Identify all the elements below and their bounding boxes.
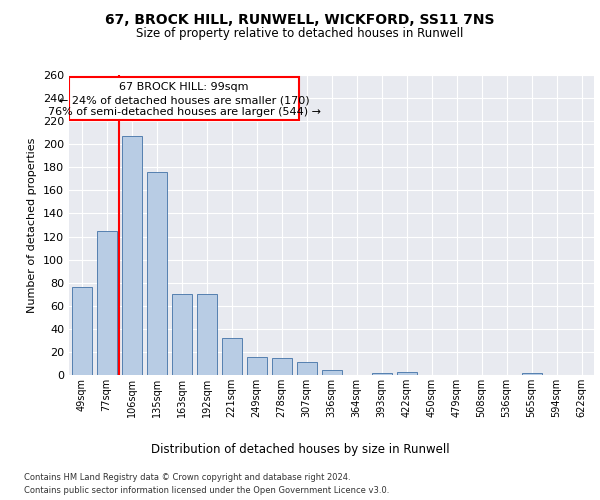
Bar [197, 294, 217, 375]
Bar [521, 372, 542, 375]
Bar [271, 358, 292, 375]
Bar [121, 136, 142, 375]
Bar [247, 356, 266, 375]
Text: ← 24% of detached houses are smaller (170): ← 24% of detached houses are smaller (17… [59, 96, 310, 106]
Text: Contains HM Land Registry data © Crown copyright and database right 2024.: Contains HM Land Registry data © Crown c… [24, 472, 350, 482]
Bar [97, 231, 116, 375]
Bar [172, 294, 191, 375]
Bar [221, 338, 241, 375]
FancyBboxPatch shape [69, 78, 299, 120]
Text: 67, BROCK HILL, RUNWELL, WICKFORD, SS11 7NS: 67, BROCK HILL, RUNWELL, WICKFORD, SS11 … [105, 12, 495, 26]
Bar [296, 362, 317, 375]
Text: Contains public sector information licensed under the Open Government Licence v3: Contains public sector information licen… [24, 486, 389, 495]
Bar [146, 172, 167, 375]
Y-axis label: Number of detached properties: Number of detached properties [28, 138, 37, 312]
Text: Distribution of detached houses by size in Runwell: Distribution of detached houses by size … [151, 442, 449, 456]
Bar [371, 372, 392, 375]
Text: 76% of semi-detached houses are larger (544) →: 76% of semi-detached houses are larger (… [47, 107, 320, 117]
Bar [322, 370, 341, 375]
Bar [397, 372, 416, 375]
Bar [71, 288, 91, 375]
Text: 67 BROCK HILL: 99sqm: 67 BROCK HILL: 99sqm [119, 82, 249, 92]
Text: Size of property relative to detached houses in Runwell: Size of property relative to detached ho… [136, 28, 464, 40]
